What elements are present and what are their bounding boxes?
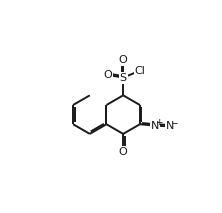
Text: O: O (104, 70, 113, 80)
Text: O: O (119, 55, 128, 65)
Text: +: + (155, 118, 163, 127)
Text: O: O (119, 147, 128, 157)
Text: Cl: Cl (135, 66, 146, 76)
Text: −: − (170, 118, 177, 127)
Text: N: N (151, 121, 159, 131)
Text: N: N (166, 121, 174, 131)
Text: S: S (120, 73, 127, 83)
